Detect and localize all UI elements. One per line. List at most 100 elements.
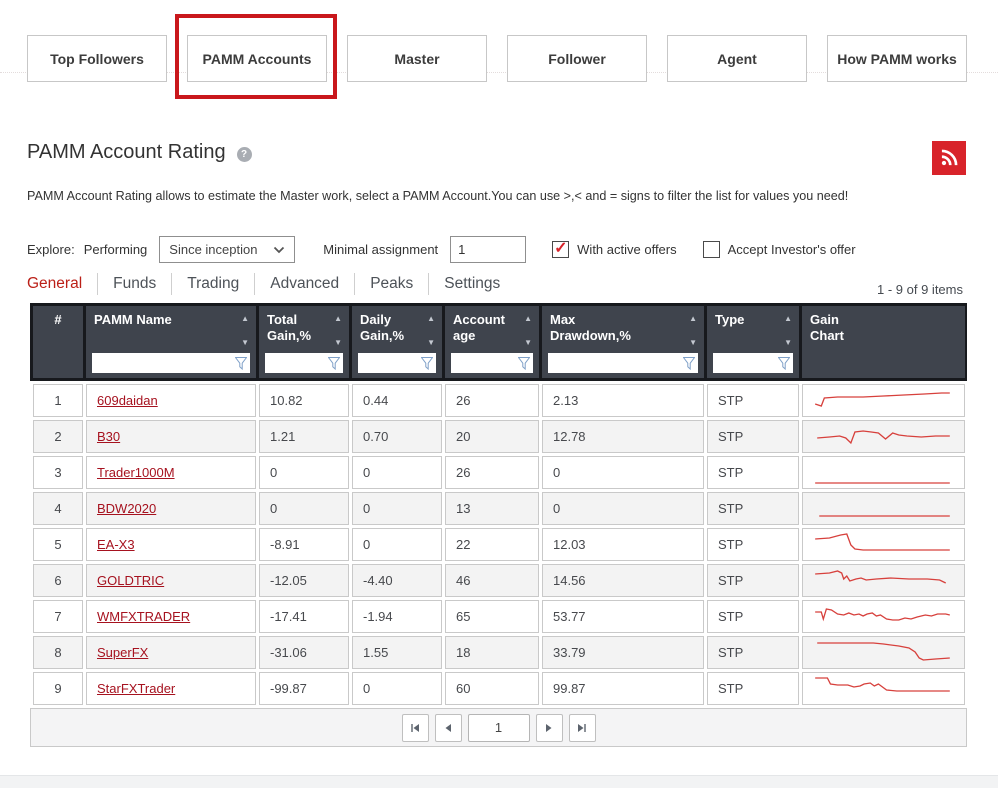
divider	[0, 72, 998, 73]
total-gain-cell: -17.41	[259, 600, 349, 633]
prev-page-button[interactable]	[434, 713, 462, 742]
pamm-name-link[interactable]: B30	[97, 429, 121, 444]
column-label: #	[54, 312, 62, 327]
daily-gain-cell: 0	[352, 528, 442, 561]
filter-input-pamm-name[interactable]	[92, 353, 250, 373]
pamm-name-link[interactable]: WMFXTRADER	[97, 609, 191, 624]
gain-chart-cell	[802, 456, 965, 489]
tab-advanced[interactable]: Advanced	[254, 273, 354, 295]
last-page-button[interactable]	[568, 713, 596, 742]
tab-peaks[interactable]: Peaks	[354, 273, 428, 295]
chevron-down-icon	[274, 246, 285, 253]
tab-settings[interactable]: Settings	[428, 273, 515, 295]
rss-button[interactable]	[932, 141, 966, 175]
performing-label: Performing	[83, 242, 148, 257]
nav-button-pamm-accounts[interactable]: PAMM Accounts	[187, 35, 327, 82]
sort-desc-icon[interactable]: ▼	[689, 338, 697, 347]
account-age-cell: 13	[445, 492, 539, 525]
minimal-assignment-input[interactable]	[450, 236, 527, 263]
pamm-name-cell: GOLDTRIC	[86, 564, 256, 597]
page-number-input[interactable]	[467, 713, 530, 742]
max-drawdown-cell: 2.13	[542, 384, 704, 417]
pamm-name-link[interactable]: SuperFX	[97, 645, 149, 660]
sort-asc-icon[interactable]: ▲	[427, 314, 435, 323]
column-header-max-drawdown[interactable]: Max Drawdown,% ▲ ▼	[542, 306, 704, 378]
column-label: Total Gain,%	[267, 312, 312, 344]
filter-funnel-icon[interactable]	[421, 357, 433, 370]
filter-funnel-icon[interactable]	[778, 357, 790, 370]
column-header-total-gain[interactable]: Total Gain,% ▲ ▼	[259, 306, 349, 378]
filter-input-daily-gain[interactable]	[358, 353, 436, 373]
sort-asc-icon[interactable]: ▲	[334, 314, 342, 323]
help-icon[interactable]: ?	[236, 146, 252, 162]
sort-asc-icon[interactable]: ▲	[784, 314, 792, 323]
sort-asc-icon[interactable]: ▲	[689, 314, 697, 323]
accept-investor-offer-checkbox[interactable]: Accept Investor's offer	[702, 241, 856, 258]
sort-desc-icon[interactable]: ▼	[241, 338, 249, 347]
gain-sparkline	[815, 481, 950, 484]
type-cell: STP	[707, 672, 799, 705]
row-index: 7	[33, 600, 83, 633]
filter-funnel-icon[interactable]	[328, 357, 340, 370]
tab-general[interactable]: General	[27, 275, 83, 292]
column-header-gain-chart: Gain Chart	[802, 306, 965, 378]
max-drawdown-cell: 12.78	[542, 420, 704, 453]
total-gain-cell: 0	[259, 492, 349, 525]
filter-input-total-gain[interactable]	[265, 353, 343, 373]
minimal-assignment-label: Minimal assignment	[323, 242, 439, 257]
pagination-bar	[30, 708, 967, 747]
total-gain-cell: -8.91	[259, 528, 349, 561]
checkbox-checked-icon[interactable]: ✓	[552, 240, 570, 258]
with-active-offers-checkbox[interactable]: ✓ With active offers	[552, 240, 677, 258]
daily-gain-cell: 0.70	[352, 420, 442, 453]
type-cell: STP	[707, 420, 799, 453]
sort-asc-icon[interactable]: ▲	[524, 314, 532, 323]
sort-arrows: ▲ ▼	[334, 315, 342, 347]
table-row: 2 B30 1.21 0.70 20 12.78 STP	[30, 420, 967, 453]
next-page-button[interactable]	[535, 713, 563, 742]
filter-input-type[interactable]	[713, 353, 793, 373]
daily-gain-cell: 1.55	[352, 636, 442, 669]
nav-button-top-followers[interactable]: Top Followers	[27, 35, 167, 82]
gain-chart-cell	[802, 636, 965, 669]
filter-bar: Explore: Performing Since inception Mini…	[27, 236, 856, 263]
column-header-type[interactable]: Type ▲ ▼	[707, 306, 799, 378]
nav-button-agent[interactable]: Agent	[667, 35, 807, 82]
gain-chart-cell	[802, 600, 965, 633]
daily-gain-cell: 0	[352, 672, 442, 705]
gain-sparkline	[814, 391, 950, 407]
sort-desc-icon[interactable]: ▼	[427, 338, 435, 347]
filter-funnel-icon[interactable]	[683, 357, 695, 370]
column-header-daily-gain[interactable]: Daily Gain,% ▲ ▼	[352, 306, 442, 378]
tab-trading[interactable]: Trading	[171, 273, 254, 295]
sort-asc-icon[interactable]: ▲	[241, 314, 249, 323]
pamm-name-link[interactable]: EA-X3	[97, 537, 135, 552]
checkbox-unchecked-icon[interactable]	[702, 241, 720, 258]
page-description: PAMM Account Rating allows to estimate t…	[27, 189, 849, 203]
accept-investor-offer-label: Accept Investor's offer	[727, 242, 856, 257]
sort-desc-icon[interactable]: ▼	[784, 338, 792, 347]
pamm-name-link[interactable]: StarFXTrader	[97, 681, 176, 696]
filter-funnel-icon[interactable]	[235, 357, 247, 370]
pamm-name-link[interactable]: BDW2020	[97, 501, 157, 516]
sort-arrows: ▲ ▼	[689, 315, 697, 347]
account-age-cell: 26	[445, 384, 539, 417]
first-page-button[interactable]	[401, 713, 429, 742]
gain-sparkline	[815, 569, 947, 584]
nav-button-follower[interactable]: Follower	[507, 35, 647, 82]
sort-desc-icon[interactable]: ▼	[524, 338, 532, 347]
filter-input-max-drawdown[interactable]	[548, 353, 698, 373]
filter-input-account-age[interactable]	[451, 353, 533, 373]
pamm-name-link[interactable]: Trader1000M	[97, 465, 175, 480]
period-select[interactable]: Since inception	[159, 236, 296, 263]
nav-button-how-pamm-works[interactable]: How PAMM works	[827, 35, 967, 82]
filter-funnel-icon[interactable]	[518, 357, 530, 370]
column-header-account-age[interactable]: Account age ▲ ▼	[445, 306, 539, 378]
pamm-name-link[interactable]: GOLDTRIC	[97, 573, 165, 588]
tab-funds[interactable]: Funds	[97, 273, 171, 295]
pamm-name-link[interactable]: 609daidan	[97, 393, 158, 408]
sort-desc-icon[interactable]: ▼	[334, 338, 342, 347]
nav-button-master[interactable]: Master	[347, 35, 487, 82]
column-header-pamm-name[interactable]: PAMM Name ▲ ▼	[86, 306, 256, 378]
table-row: 7 WMFXTRADER -17.41 -1.94 65 53.77 STP	[30, 600, 967, 633]
